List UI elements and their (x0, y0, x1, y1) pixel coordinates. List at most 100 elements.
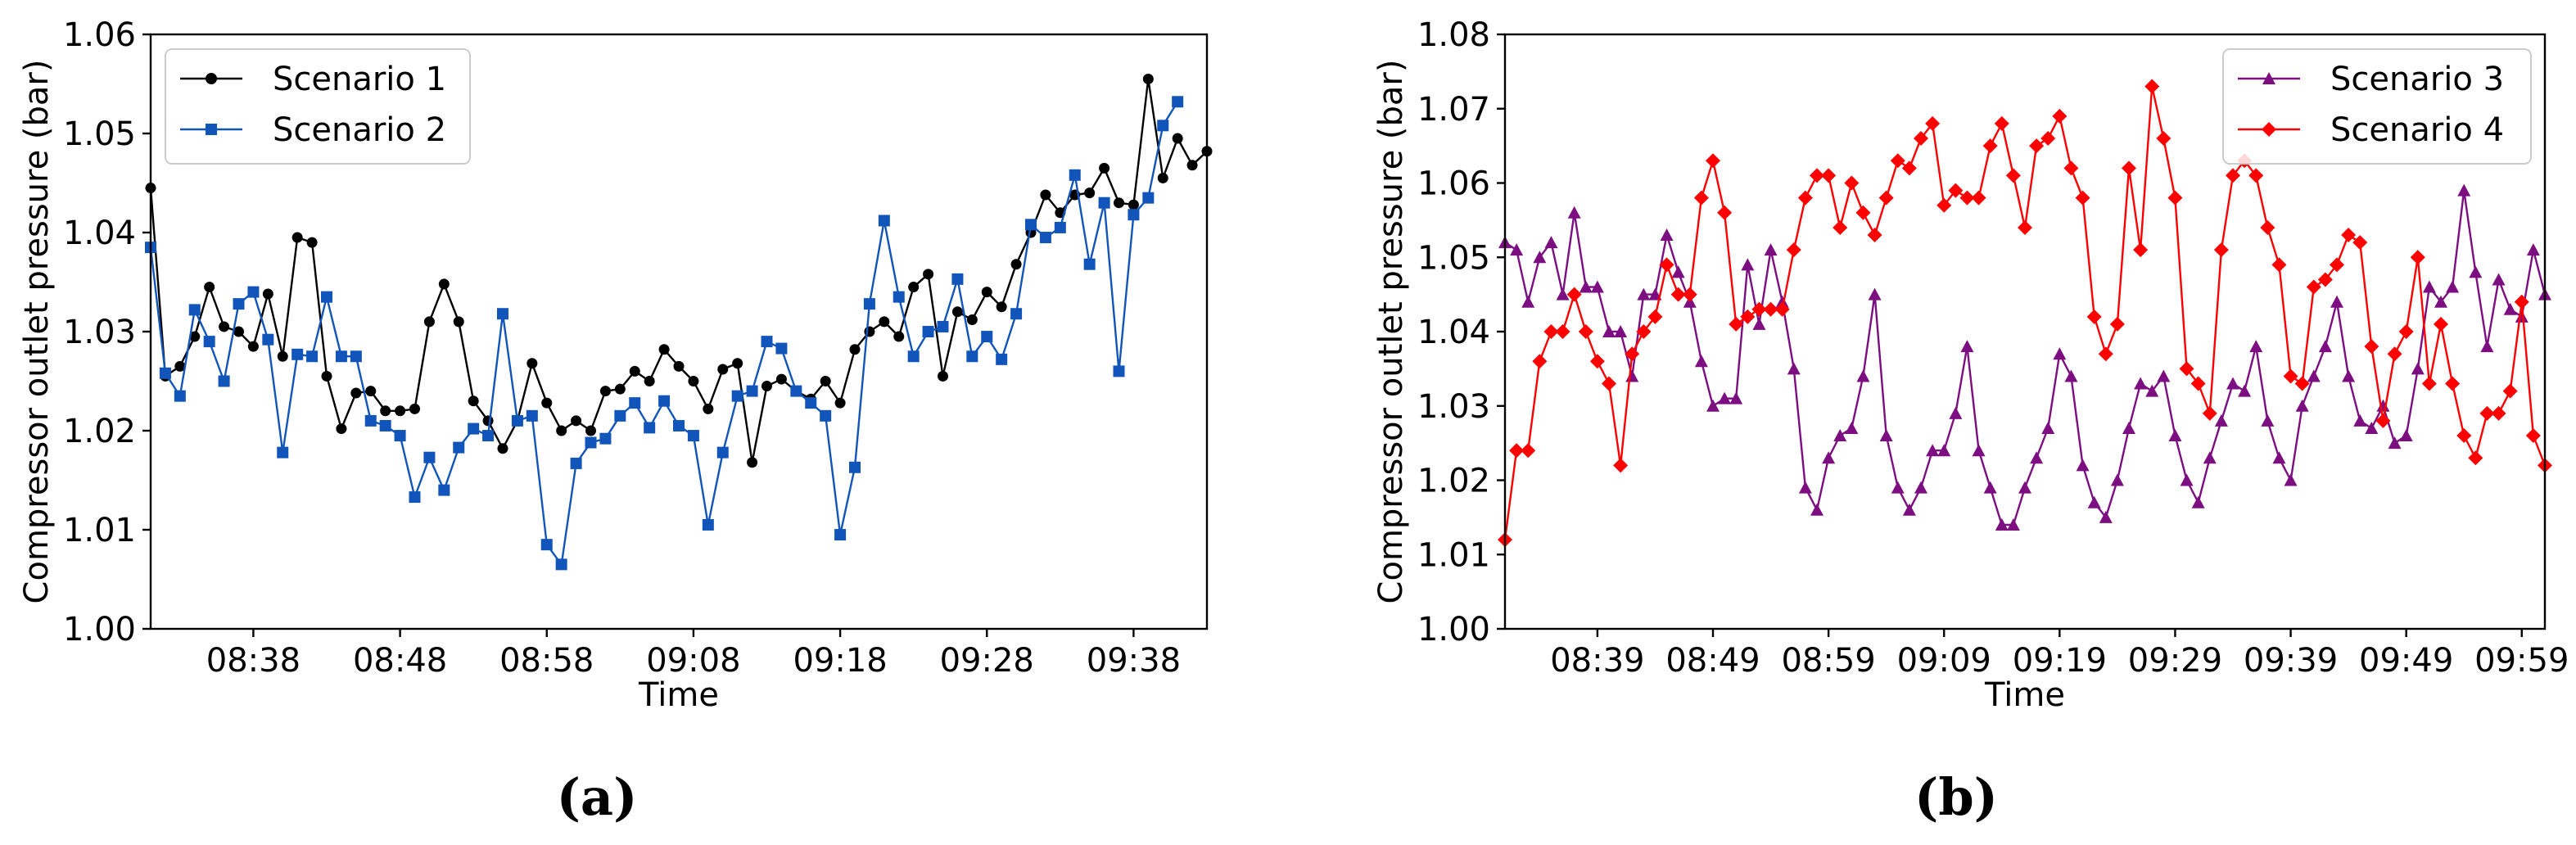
data-point-scenario-2 (922, 326, 934, 337)
data-point-scenario-3 (2422, 280, 2436, 293)
data-point-scenario-4 (2364, 339, 2379, 355)
y-tick-label: 1.06 (63, 16, 136, 54)
data-point-scenario-4 (2317, 272, 2333, 287)
data-point-scenario-3 (2342, 369, 2356, 382)
data-point-scenario-2 (1039, 232, 1051, 244)
data-point-scenario-3 (2457, 183, 2471, 197)
data-point-scenario-3 (2446, 280, 2460, 293)
data-point-scenario-3 (2249, 340, 2263, 353)
data-point-scenario-4 (1901, 160, 1917, 176)
x-tick-label: 09:59 (2474, 642, 2569, 680)
data-point-scenario-4 (1509, 443, 1525, 459)
data-point-scenario-1 (1114, 197, 1124, 209)
data-point-scenario-1 (1040, 189, 1051, 201)
data-point-scenario-2 (614, 409, 626, 422)
data-point-scenario-1 (262, 288, 273, 300)
data-point-scenario-1 (541, 397, 553, 409)
data-point-scenario-4 (1602, 376, 1616, 391)
data-point-scenario-2 (716, 446, 729, 459)
data-point-scenario-4 (2052, 108, 2068, 124)
data-point-scenario-4 (1693, 190, 1709, 206)
legend-marker-scenario-4 (2262, 122, 2276, 137)
data-point-scenario-3 (1960, 340, 1974, 353)
data-point-scenario-4 (1566, 287, 1582, 302)
data-point-scenario-1 (482, 415, 494, 427)
x-tick-label: 09:09 (1897, 642, 1991, 680)
data-point-scenario-3 (2318, 340, 2332, 353)
data-point-scenario-2 (1010, 308, 1023, 320)
data-point-scenario-4 (2179, 361, 2194, 377)
data-point-scenario-4 (2213, 242, 2229, 258)
data-point-scenario-3 (1614, 325, 1628, 337)
data-point-scenario-4 (2525, 428, 2541, 444)
data-point-scenario-4 (1914, 131, 1928, 147)
data-point-scenario-3 (2492, 273, 2506, 286)
data-point-scenario-4 (2109, 316, 2125, 332)
data-point-scenario-1 (923, 269, 934, 280)
data-point-scenario-1 (879, 316, 890, 328)
data-point-scenario-2 (277, 446, 289, 459)
data-point-scenario-4 (2456, 428, 2472, 444)
data-point-scenario-4 (2445, 376, 2461, 391)
data-point-scenario-1 (834, 397, 846, 409)
data-point-scenario-1 (762, 381, 772, 392)
data-point-scenario-3 (1718, 391, 1732, 404)
data-point-scenario-1 (893, 331, 905, 342)
data-point-scenario-3 (2110, 473, 2124, 486)
data-point-scenario-3 (2353, 413, 2367, 427)
data-point-scenario-3 (2399, 429, 2413, 442)
y-tick-label: 1.03 (63, 314, 136, 351)
x-tick-label: 09:38 (1087, 642, 1181, 680)
data-point-scenario-4 (1740, 309, 1756, 324)
data-point-scenario-4 (2029, 138, 2045, 154)
data-point-scenario-4 (1670, 287, 1686, 302)
data-point-scenario-2 (570, 457, 582, 469)
data-point-scenario-4 (1659, 257, 1674, 273)
data-point-scenario-1 (775, 373, 787, 385)
data-point-scenario-3 (1567, 206, 1581, 219)
data-point-scenario-4 (1797, 190, 1813, 206)
data-point-scenario-2 (1142, 192, 1155, 204)
data-point-scenario-4 (1717, 205, 1733, 220)
data-point-scenario-1 (688, 376, 699, 386)
x-ticks-a: 08:38 08:48 08:58 09:08 09:18 09:28 09:38 (206, 629, 1181, 680)
data-point-scenario-3 (2041, 421, 2055, 434)
data-point-scenario-4 (2514, 294, 2529, 310)
data-point-scenario-2 (423, 451, 436, 463)
data-point-scenario-4 (2133, 242, 2149, 258)
data-point-scenario-4 (2167, 190, 2183, 206)
data-point-scenario-1 (526, 358, 538, 369)
data-point-scenario-1 (380, 405, 391, 417)
data-point-scenario-3 (2157, 369, 2171, 382)
data-point-scenario-4 (1578, 324, 1593, 339)
data-point-scenario-2 (335, 350, 347, 363)
data-point-scenario-2 (540, 539, 553, 551)
data-point-scenario-4 (2098, 346, 2113, 362)
data-point-scenario-4 (1786, 242, 1801, 258)
data-point-scenario-3 (1660, 228, 1674, 242)
chart-panel-a: 1.001.011.021.031.041.051.06 08:38 08:48 0… (18, 16, 1213, 827)
data-point-scenario-3 (2191, 495, 2205, 508)
data-point-scenario-2 (1025, 219, 1037, 231)
data-point-scenario-4 (1959, 190, 1975, 206)
data-point-scenario-2 (379, 419, 391, 432)
data-point-scenario-3 (2006, 517, 2020, 531)
y-tick-label: 1.00 (63, 611, 136, 648)
data-point-scenario-3 (2330, 295, 2343, 308)
y-tick-label: 1.05 (1417, 239, 1490, 277)
data-point-scenario-4 (2294, 376, 2310, 391)
data-point-scenario-1 (966, 314, 978, 325)
legend-marker-scenario-2 (206, 124, 217, 135)
data-point-scenario-1 (365, 386, 377, 397)
data-point-scenario-3 (1625, 369, 1639, 382)
data-point-scenario-4 (2283, 368, 2298, 384)
data-point-scenario-2 (233, 298, 245, 310)
data-point-scenario-2 (731, 390, 743, 402)
data-point-scenario-3 (1602, 325, 1616, 337)
data-point-scenario-4 (1589, 354, 1605, 369)
data-point-scenario-3 (2284, 473, 2298, 486)
data-point-scenario-3 (2122, 421, 2135, 434)
data-point-scenario-4 (2190, 376, 2206, 391)
data-point-scenario-4 (2410, 250, 2425, 265)
data-point-scenario-1 (938, 370, 948, 382)
